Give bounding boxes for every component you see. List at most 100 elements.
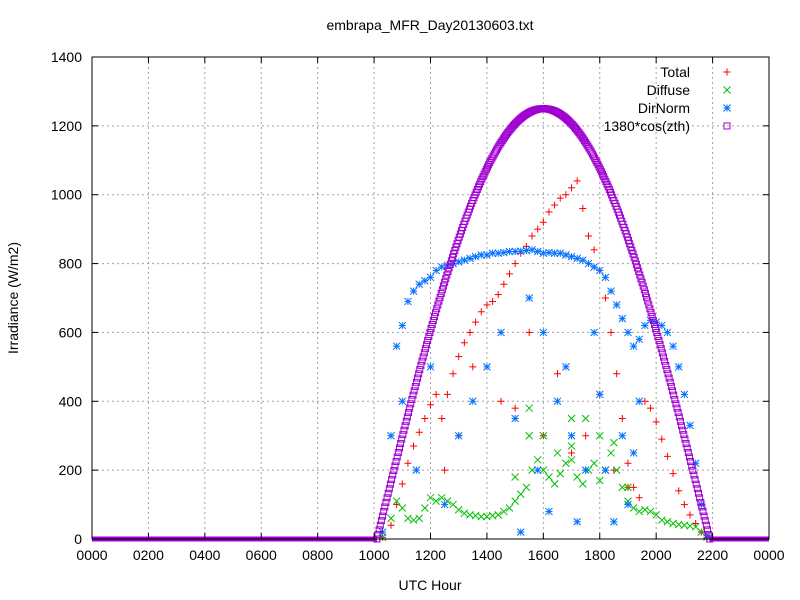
data-point: [398, 321, 407, 330]
star-d2: [595, 390, 604, 399]
data-point: [601, 466, 610, 474]
data-point: [445, 264, 453, 272]
cross-b: [646, 507, 655, 516]
x-tick-label: 0600: [246, 547, 277, 563]
star-d2: [398, 397, 407, 406]
star-d2: [516, 247, 525, 256]
cross-b: [516, 490, 525, 499]
data-point: [471, 252, 480, 261]
star-d2: [618, 314, 627, 323]
data-point: [478, 175, 486, 183]
star-d2: [499, 248, 508, 257]
data-point: [420, 349, 428, 357]
y-tick-label: 0: [74, 531, 82, 547]
cross-b: [618, 483, 627, 492]
data-point: [646, 507, 655, 516]
data-point: [690, 471, 698, 479]
data-point: [528, 232, 536, 240]
data-point: [392, 458, 400, 466]
data-point: [553, 449, 562, 457]
star-d2: [528, 245, 536, 254]
data-point: [635, 494, 643, 502]
cross-b: [595, 476, 604, 485]
data-point: [684, 449, 692, 457]
data-point: [410, 442, 418, 450]
data-point: [595, 163, 603, 171]
star-d2: [723, 104, 731, 112]
data-point: [425, 333, 433, 341]
data-point: [433, 305, 441, 313]
data-point: [441, 278, 449, 286]
x-tick-label: 0200: [133, 547, 164, 563]
data-point: [418, 357, 426, 365]
legend-label-diffuse: Diffuse: [647, 82, 691, 98]
data-point: [653, 328, 661, 336]
data-point: [685, 453, 693, 461]
data-point: [423, 341, 431, 349]
data-point: [429, 317, 437, 325]
data-point: [637, 275, 645, 283]
y-axis-title: Irradiance (W/m2): [5, 242, 21, 354]
data-point: [694, 489, 702, 497]
data-point: [601, 273, 610, 282]
data-point: [400, 426, 408, 434]
data-point: [412, 378, 420, 386]
tick-marks: [91, 56, 770, 540]
data-point: [404, 514, 412, 523]
star-d2: [471, 252, 480, 261]
data-point: [591, 154, 599, 162]
cross-b: [612, 466, 621, 474]
data-point: [398, 397, 407, 406]
cross-b: [641, 505, 649, 514]
data-point: [411, 383, 419, 391]
cross-b: [421, 504, 429, 512]
data-point: [441, 466, 449, 474]
y-tick-labels: 0 200 400 600 800 1000 1200 1400: [51, 49, 82, 547]
data-point: [402, 417, 410, 425]
data-point: [426, 363, 435, 371]
x-tick-label: 0400: [189, 547, 220, 563]
data-point: [449, 370, 457, 378]
data-point: [635, 267, 643, 275]
data-point: [401, 422, 409, 430]
data-point: [680, 390, 689, 399]
star-d2: [686, 421, 694, 430]
data-point: [443, 390, 451, 398]
data-point: [688, 462, 696, 470]
data-point: [437, 290, 445, 298]
data-point: [702, 521, 710, 529]
data-point: [673, 404, 681, 412]
y-tick-label: 800: [59, 256, 83, 272]
data-point: [624, 328, 632, 337]
data-point: [618, 431, 627, 440]
data-point: [636, 271, 644, 279]
data-point: [455, 353, 463, 361]
data-point: [406, 404, 414, 412]
data-point: [692, 520, 700, 528]
cross-b: [539, 466, 548, 474]
data-point: [612, 301, 621, 309]
legend: Total Diffuse DirNorm 1380*cos(zth): [604, 64, 731, 134]
data-point: [539, 431, 548, 440]
cross-b: [567, 455, 576, 464]
data-point: [632, 260, 640, 268]
x-tick-label: 1000: [359, 547, 390, 563]
cross-b: [511, 473, 519, 481]
data-point: [567, 414, 576, 423]
data-point: [701, 517, 709, 525]
data-point: [383, 494, 391, 502]
data-point: [442, 275, 450, 283]
data-point: [446, 260, 454, 268]
data-point: [472, 318, 480, 326]
data-point: [635, 397, 644, 406]
data-point: [545, 507, 553, 516]
data-point: [454, 257, 463, 266]
data-point: [533, 455, 542, 464]
data-point: [607, 328, 615, 336]
star-d2: [539, 328, 548, 337]
star-d2: [387, 431, 395, 440]
cross-b: [567, 442, 576, 450]
star-d2: [562, 363, 570, 371]
data-point: [539, 466, 548, 474]
